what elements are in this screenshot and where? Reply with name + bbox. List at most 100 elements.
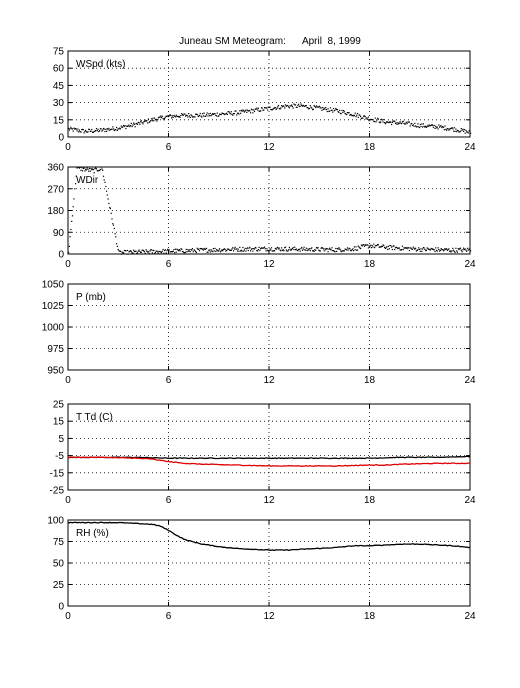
panel-0-axes <box>67 50 471 138</box>
panel-1-series-0-point-195 <box>219 248 221 250</box>
panel-1-series-0-point-194 <box>218 249 220 251</box>
panel-0-series-0-point-106 <box>150 120 152 122</box>
panel-3-axes <box>67 403 471 491</box>
panel-1-series-0-point-52 <box>108 202 110 205</box>
panel-1-series-0-point-297 <box>298 248 300 251</box>
panel-0-series-0-point-184 <box>210 115 212 117</box>
panel-0-series-0-point-82 <box>131 125 133 128</box>
panel-0-series-0-point-356 <box>343 111 345 113</box>
panel-1-series-0-point-129 <box>167 249 170 251</box>
panel-1-series-0-point-238 <box>252 250 254 252</box>
panel-0-series-0-point-430 <box>401 123 403 125</box>
panel-1-series-0-point-271 <box>277 248 280 250</box>
panel-0-series-0-point-180 <box>207 115 209 117</box>
panel-1-series-0-point-493 <box>449 250 452 252</box>
panel-0-series-0-point-192 <box>216 112 218 114</box>
panel-1-series-0-point-353 <box>341 250 343 252</box>
panel-0-series-0-point-376 <box>359 114 361 116</box>
panel-1-series-0-point-375 <box>358 246 360 248</box>
panel-1-series-0-point-120 <box>160 252 163 254</box>
panel-0-series-0-point-436 <box>405 121 407 123</box>
panel-0-series-0-point-371 <box>355 116 357 118</box>
panel-1-series-0-point-298 <box>298 248 300 250</box>
panel-1-series-0-point-280 <box>284 246 287 248</box>
panel-0-series-0-point-391 <box>370 118 373 121</box>
panel-0-series-0-point-133 <box>171 117 173 119</box>
panel-1-series-0-point-267 <box>274 247 276 250</box>
panel-0-series-0-point-422 <box>394 122 397 124</box>
panel-0-ytick-label-2: 30 <box>53 98 65 109</box>
panel-0-series-0-point-131 <box>169 114 171 116</box>
panel-0-series-0-point-26 <box>88 128 90 130</box>
panel-0-series-0-point-230 <box>246 111 248 113</box>
panel-0-xtick-label-0: 0 <box>65 142 71 153</box>
panel-0-series-0-point-70 <box>122 126 124 128</box>
panel-1-series-0-point-231 <box>246 247 249 249</box>
panel-0-series-0-point-91 <box>138 122 140 124</box>
panel-1-series-0-point-83 <box>132 252 134 254</box>
panel-0-series-0-point-61 <box>115 129 117 131</box>
panel-1-series-0-point-348 <box>337 248 339 250</box>
panel-0-series-0-point-458 <box>422 123 424 125</box>
panel-0-series-0-point-266 <box>274 107 276 109</box>
panel-1-series-0-point-311 <box>308 248 311 250</box>
panel-1-series-0-point-78 <box>128 251 130 253</box>
panel-1-series-0-point-183 <box>209 251 211 253</box>
panel-1-series-0-point-496 <box>452 247 454 249</box>
panel-0-series-0-point-41 <box>99 128 101 130</box>
panel-0-series-0-point-501 <box>456 131 458 133</box>
panel-1-series-0-point-318 <box>314 249 316 251</box>
panel-0-series-0-point-236 <box>250 108 252 110</box>
panel-0-series-0-point-165 <box>195 113 197 115</box>
panel-1-series-0-point-66 <box>119 250 121 252</box>
panel-1-series-0-point-296 <box>297 250 299 252</box>
panel-0-series-0-point-408 <box>384 122 386 124</box>
panel-0-series-0-point-442 <box>410 123 412 125</box>
panel-0-series-0-point-350 <box>339 109 341 111</box>
panel-0-series-0-point-462 <box>425 126 427 128</box>
panel-0-series-0-point-176 <box>204 115 206 117</box>
panel-0-series-0-point-14 <box>78 129 80 131</box>
panel-1-series-0-point-265 <box>273 250 275 252</box>
panel-0-series-0-point-19 <box>82 129 84 131</box>
panel-1-series-0-point-149 <box>183 252 185 254</box>
panel-0-series-0-point-276 <box>281 106 283 108</box>
panel-0-series-0-point-330 <box>323 107 325 109</box>
panel-1-series-0-point-25 <box>87 168 89 170</box>
panel-0-series-0-point-375 <box>358 114 360 116</box>
panel-1-series-0-point-99 <box>144 252 146 254</box>
panel-1-series-0-point-39 <box>98 170 100 172</box>
panel-1-series-0-point-103 <box>147 251 149 253</box>
panel-0-series-0-point-99 <box>144 119 146 121</box>
panel-0-series-0-point-482 <box>441 127 443 129</box>
panel-1-series-0-point-341 <box>332 250 334 252</box>
panel-1-series-0-point-492 <box>449 250 451 252</box>
panel-1-series-0-point-360 <box>346 247 348 249</box>
panel-1-series-0-point-320 <box>315 247 318 249</box>
figure-title: Juneau SM Meteogram: April 8, 1999 <box>179 36 361 47</box>
panel-3-ytick-label-3: 5 <box>58 434 64 445</box>
panel-0-series-0-point-390 <box>370 119 372 121</box>
panel-1-series-0-point-389 <box>369 246 371 248</box>
panel-0-series-0-point-419 <box>392 120 394 122</box>
panel-1-series-0-point-377 <box>360 247 362 250</box>
panel-1-series-0-point-403 <box>380 246 382 248</box>
panel-1-series-0-point-46 <box>103 179 105 181</box>
panel-1-series-0-point-204 <box>226 250 228 252</box>
panel-1-ytick-label-3: 270 <box>47 184 64 195</box>
panel-1-series-0-point-177 <box>205 248 207 250</box>
panel-1-series-0-point-50 <box>106 194 108 196</box>
panel-1-series-0-point-87 <box>135 250 137 252</box>
panel-0-series-0-point-380 <box>362 117 364 119</box>
panel-0-series-0 <box>68 103 472 134</box>
panel-2-xtick-label-1: 6 <box>166 375 172 386</box>
panel-1-series-0-point-241 <box>254 246 256 249</box>
panel-0-series-0-point-511 <box>463 129 465 131</box>
panel-0-series-0-point-4 <box>71 128 73 130</box>
panel-0-series-0-point-477 <box>437 128 439 130</box>
panel-0-series-0-point-216 <box>235 110 237 112</box>
panel-0-series-0-point-88 <box>136 122 138 125</box>
panel-1-series-0-point-48 <box>105 185 107 188</box>
panel-1-series-0-point-217 <box>236 248 238 250</box>
panel-1-series-0-point-161 <box>192 251 194 253</box>
